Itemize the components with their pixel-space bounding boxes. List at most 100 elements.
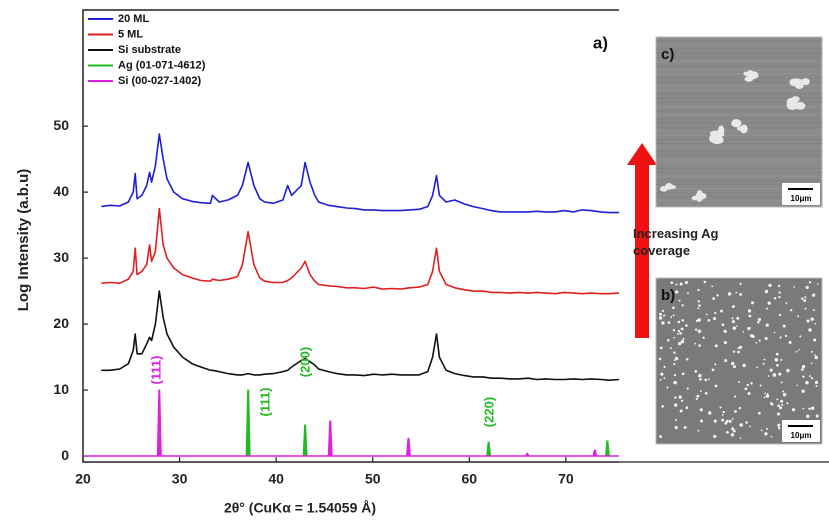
silver-particle	[814, 380, 819, 384]
silver-particle	[747, 309, 752, 313]
silver-particle	[721, 413, 724, 416]
silver-particle	[765, 394, 770, 398]
silver-particle	[734, 410, 737, 413]
silver-particle	[673, 351, 676, 354]
silver-particle	[758, 339, 761, 342]
silver-particle	[766, 392, 769, 395]
silver-particle	[686, 358, 689, 361]
silver-particle	[699, 408, 703, 412]
silver-particle	[810, 406, 815, 410]
silver-particle	[705, 313, 708, 316]
silver-particle	[774, 357, 779, 362]
silver-particle	[773, 331, 776, 334]
x-tick-label: 30	[172, 471, 188, 487]
silver-particle	[721, 418, 725, 422]
y-tick-label: 40	[53, 183, 69, 199]
silver-particle	[659, 346, 663, 350]
silver-island	[734, 120, 742, 125]
silver-particle	[661, 321, 665, 325]
x-tick-label: 20	[75, 471, 91, 487]
silver-particle	[702, 336, 705, 339]
silver-particle	[802, 407, 805, 410]
silver-particle	[738, 345, 743, 349]
silver-particle	[814, 354, 816, 356]
silver-particle	[755, 341, 758, 344]
silver-particle	[815, 385, 818, 388]
silver-particle	[804, 296, 807, 299]
scale-bar-label: 10μm	[791, 431, 812, 440]
silver-particle	[802, 375, 805, 378]
silver-particle	[778, 313, 782, 317]
reference-peak	[604, 440, 610, 457]
legend-label: Si substrate	[118, 44, 181, 56]
silver-particle	[779, 406, 783, 410]
silver-particle	[732, 305, 735, 308]
peak-annotation: (111)	[257, 388, 272, 417]
x-tick-label: 50	[365, 471, 381, 487]
silver-particle	[813, 338, 817, 342]
silver-particle	[694, 342, 697, 345]
silver-particle	[781, 403, 784, 406]
silver-particle	[749, 327, 751, 330]
silver-particle	[672, 328, 676, 332]
silver-particle	[763, 396, 766, 399]
silver-particle	[808, 281, 812, 284]
silver-particle	[680, 399, 684, 402]
silver-particle	[749, 425, 751, 428]
reference-peak	[592, 449, 598, 457]
silver-particle	[674, 356, 679, 361]
silver-particle	[764, 432, 768, 436]
peak-annotation: (111)	[148, 356, 163, 385]
silver-particle	[728, 419, 732, 423]
silver-particle	[810, 377, 814, 380]
silver-particle	[808, 407, 811, 411]
silver-particle	[765, 323, 769, 327]
silver-particle	[712, 317, 717, 321]
silver-particle	[767, 301, 771, 305]
silver-particle	[679, 332, 682, 335]
legend-label: Ag (01-071-4612)	[118, 59, 206, 71]
silver-particle	[806, 319, 810, 323]
silver-particle	[661, 309, 664, 312]
inset-label: b)	[661, 287, 675, 304]
silver-particle	[780, 358, 783, 361]
silver-particle	[749, 334, 754, 338]
y-tick-label: 0	[61, 447, 69, 463]
silver-particle	[770, 402, 774, 406]
silver-particle	[801, 297, 804, 300]
reference-peak	[486, 441, 492, 457]
silver-particle	[769, 368, 773, 372]
silver-particle	[795, 350, 798, 353]
silver-particle	[816, 283, 819, 286]
silver-particle	[685, 324, 688, 327]
silver-particle	[779, 336, 782, 339]
silver-particle	[658, 316, 663, 320]
silver-particle	[731, 317, 734, 320]
silver-particle	[714, 384, 718, 388]
silver-particle	[750, 301, 755, 305]
silver-particle	[731, 361, 735, 366]
silver-particle	[763, 358, 766, 361]
silver-island	[691, 195, 699, 201]
y-tick-label: 10	[53, 381, 69, 397]
silver-particle	[736, 325, 738, 328]
silver-particle	[756, 366, 758, 369]
silver-particle	[739, 423, 743, 427]
silver-particle	[764, 392, 767, 395]
silver-island	[786, 97, 797, 107]
silver-particle	[782, 390, 785, 393]
silver-island	[712, 135, 724, 145]
silver-particle	[714, 344, 718, 348]
coverage-arrow	[627, 143, 657, 338]
silver-particle	[713, 419, 717, 423]
silver-particle	[663, 365, 666, 368]
scale-bar-label: 10μm	[791, 194, 812, 203]
silver-particle	[814, 322, 817, 325]
silver-particle	[658, 357, 662, 361]
silver-particle	[732, 326, 737, 330]
silver-particle	[675, 283, 678, 286]
silver-particle	[711, 285, 714, 288]
silver-particle	[797, 349, 800, 351]
silver-particle	[680, 327, 684, 331]
